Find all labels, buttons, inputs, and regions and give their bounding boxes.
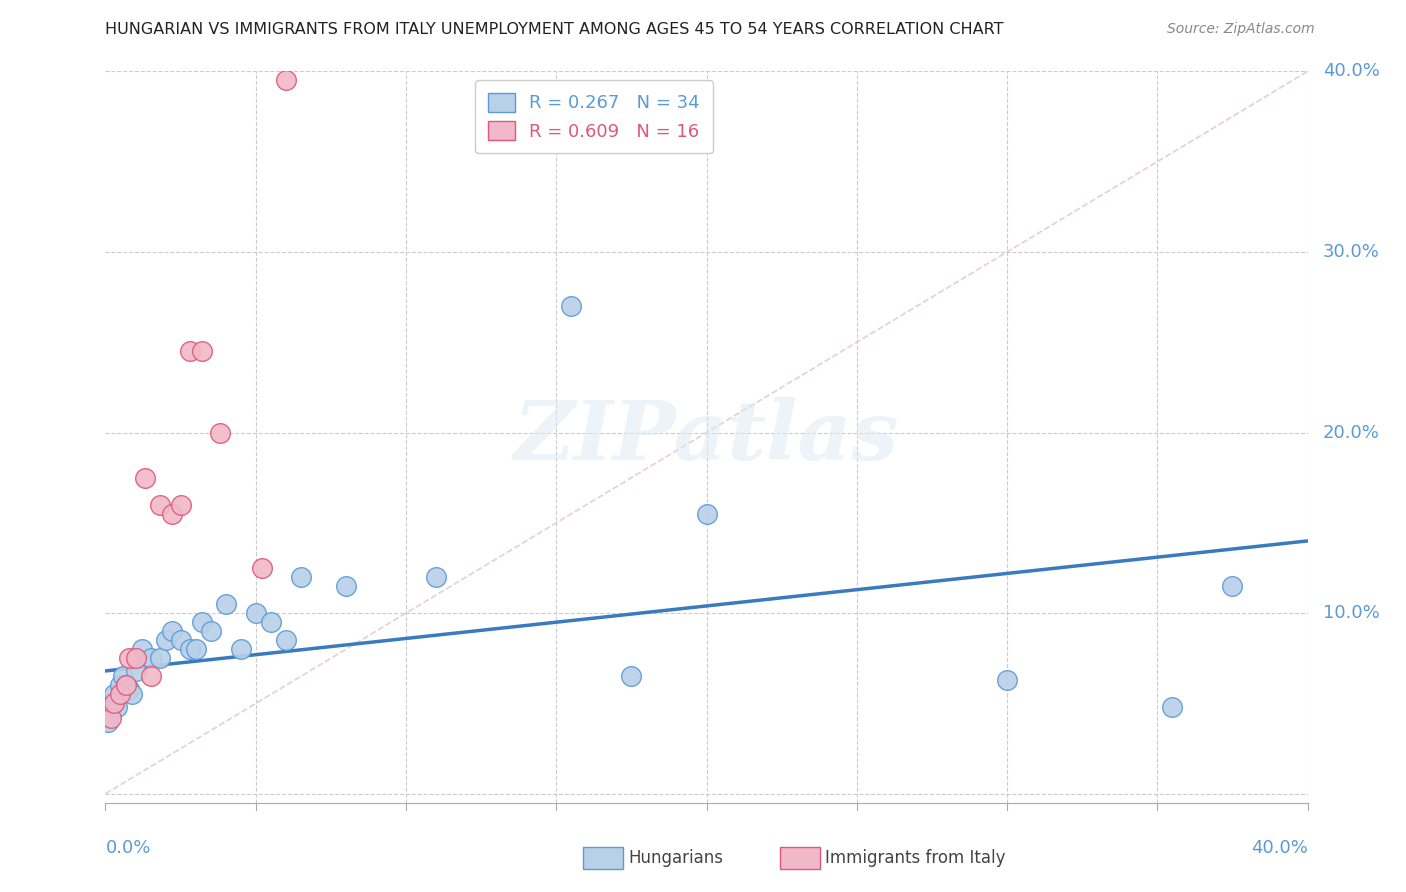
Point	[179, 642, 201, 657]
Point	[97, 714, 120, 729]
Text: ZIPatlas: ZIPatlas	[513, 397, 900, 477]
Text: 0.0%: 0.0%	[105, 838, 150, 857]
Point	[169, 498, 191, 512]
Point	[425, 570, 447, 584]
Point	[134, 471, 156, 485]
Point	[115, 678, 138, 692]
Point	[245, 606, 267, 620]
Point	[112, 669, 135, 683]
Point	[131, 642, 153, 657]
Point	[696, 507, 718, 521]
Point	[155, 633, 177, 648]
Point	[148, 498, 170, 512]
Point	[110, 688, 132, 702]
Point	[274, 73, 297, 87]
Point	[184, 642, 207, 657]
Point	[274, 633, 297, 648]
Text: 20.0%: 20.0%	[1323, 424, 1379, 442]
Point	[169, 633, 191, 648]
Point	[1161, 700, 1184, 714]
Point	[100, 711, 122, 725]
Point	[229, 642, 252, 657]
Point	[160, 624, 183, 639]
Point	[995, 673, 1018, 687]
Text: 40.0%: 40.0%	[1323, 62, 1379, 80]
Text: Hungarians: Hungarians	[628, 849, 724, 867]
Point	[1222, 579, 1244, 593]
Point	[139, 651, 162, 665]
Point	[100, 697, 122, 711]
Point	[190, 615, 212, 630]
Point	[214, 597, 236, 611]
Point	[160, 507, 183, 521]
Point	[103, 697, 125, 711]
Point	[124, 664, 146, 678]
Legend: R = 0.267   N = 34, R = 0.609   N = 16: R = 0.267 N = 34, R = 0.609 N = 16	[475, 80, 713, 153]
Point	[200, 624, 222, 639]
Point	[560, 299, 582, 313]
Point	[118, 681, 141, 696]
Point	[110, 678, 132, 692]
Text: 10.0%: 10.0%	[1323, 604, 1379, 622]
Point	[208, 425, 231, 440]
Point	[124, 651, 146, 665]
Point	[620, 669, 643, 683]
Text: 30.0%: 30.0%	[1323, 243, 1379, 261]
Text: Immigrants from Italy: Immigrants from Italy	[825, 849, 1005, 867]
Point	[139, 669, 162, 683]
Point	[335, 579, 357, 593]
Point	[290, 570, 312, 584]
Point	[107, 700, 129, 714]
Point	[260, 615, 283, 630]
Text: HUNGARIAN VS IMMIGRANTS FROM ITALY UNEMPLOYMENT AMONG AGES 45 TO 54 YEARS CORREL: HUNGARIAN VS IMMIGRANTS FROM ITALY UNEMP…	[105, 22, 1004, 37]
Point	[190, 344, 212, 359]
Point	[250, 561, 273, 575]
Point	[118, 651, 141, 665]
Text: 40.0%: 40.0%	[1251, 838, 1308, 857]
Point	[148, 651, 170, 665]
Point	[115, 678, 138, 692]
Point	[103, 688, 125, 702]
Point	[121, 688, 143, 702]
Point	[179, 344, 201, 359]
Text: Source: ZipAtlas.com: Source: ZipAtlas.com	[1167, 22, 1315, 37]
